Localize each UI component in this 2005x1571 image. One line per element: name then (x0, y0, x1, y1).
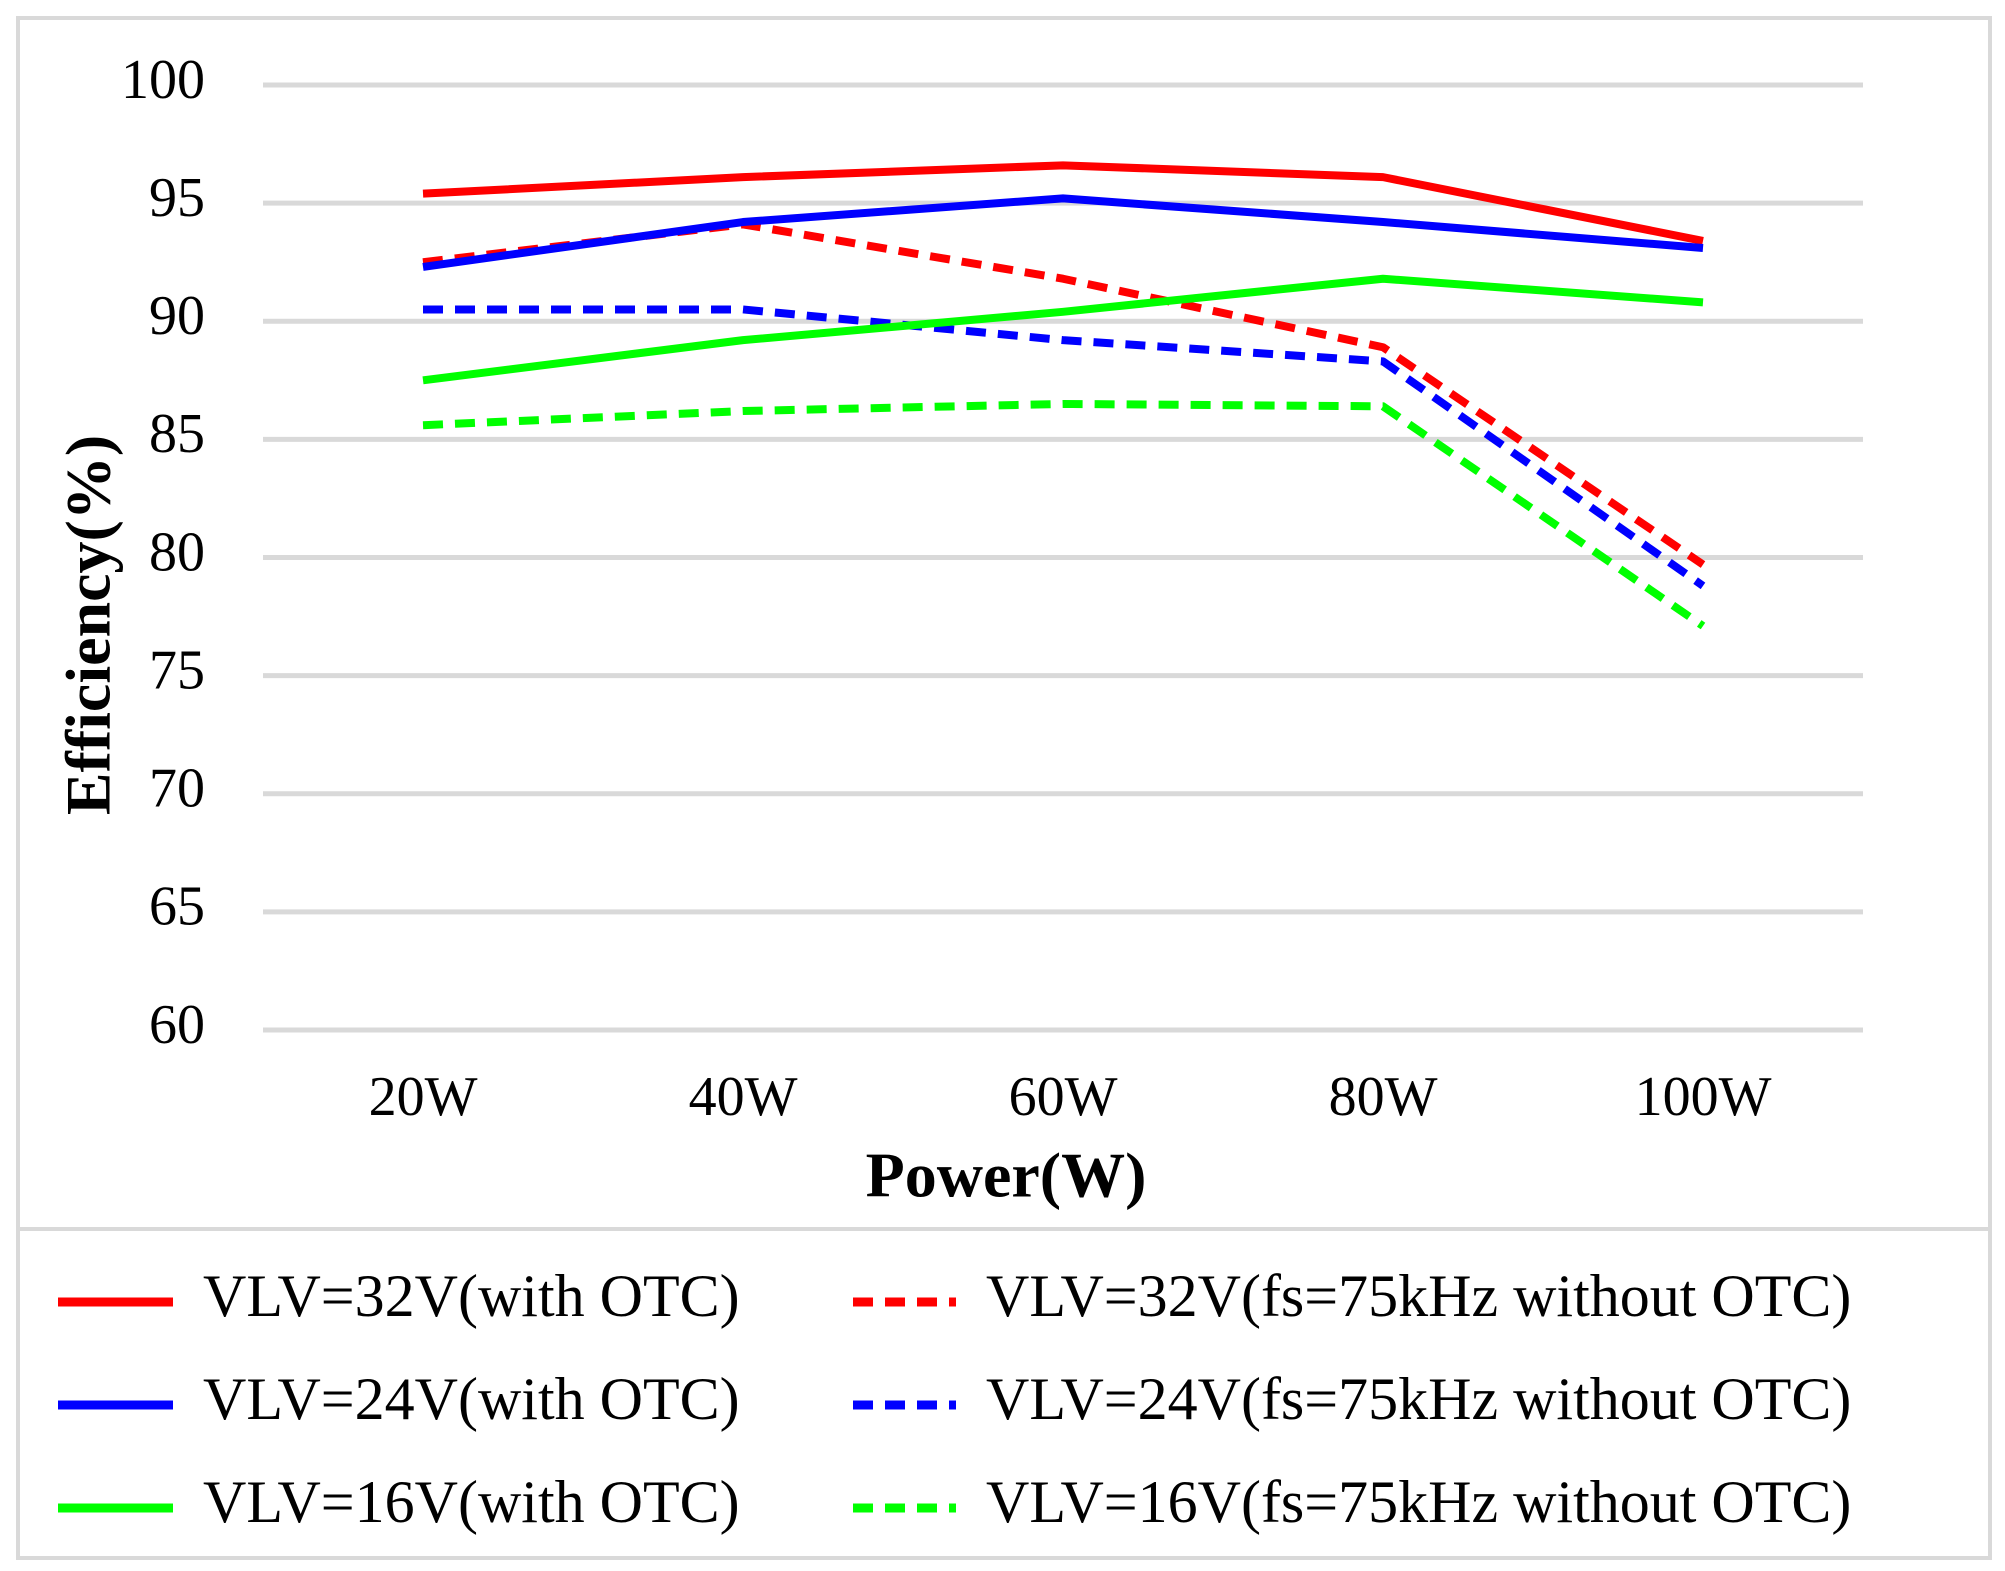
y-tick-label: 90 (149, 285, 205, 347)
x-tick-label: 40W (689, 1066, 798, 1128)
x-axis-title: Power(W) (866, 1140, 1147, 1211)
data-line (422, 220, 1706, 568)
data-line (423, 305, 1706, 590)
data-line (422, 399, 1706, 630)
legend-label: VLV=16V(with OTC) (203, 1469, 740, 1535)
legend-label: VLV=24V(with OTC) (203, 1366, 740, 1432)
y-tick-label: 70 (149, 758, 205, 820)
legend-label: VLV=24V(fs=75kHz without OTC) (986, 1366, 1851, 1432)
legend-label: VLV=16V(fs=75kHz without OTC) (986, 1469, 1851, 1535)
y-axis-title: Efficiency(%) (53, 435, 124, 815)
x-tick-label: 100W (1635, 1066, 1772, 1128)
y-tick-label: 85 (149, 403, 205, 465)
data-line (422, 194, 1704, 271)
y-tick-label: 60 (149, 994, 205, 1056)
chart-frame (16, 16, 1992, 1560)
x-tick-label: 80W (1329, 1066, 1438, 1128)
x-tick-label: 20W (369, 1066, 478, 1128)
y-tick-label: 80 (149, 521, 205, 583)
legend-label: VLV=32V(fs=75kHz without OTC) (986, 1263, 1851, 1329)
legend-label: VLV=32V(with OTC) (203, 1263, 740, 1329)
data-line (422, 274, 1704, 385)
y-tick-label: 65 (149, 876, 205, 938)
data-line (422, 161, 1704, 245)
y-tick-label: 100 (121, 49, 205, 111)
x-tick-label: 60W (1009, 1066, 1118, 1128)
y-tick-label: 95 (149, 167, 205, 229)
y-tick-label: 75 (149, 639, 205, 701)
